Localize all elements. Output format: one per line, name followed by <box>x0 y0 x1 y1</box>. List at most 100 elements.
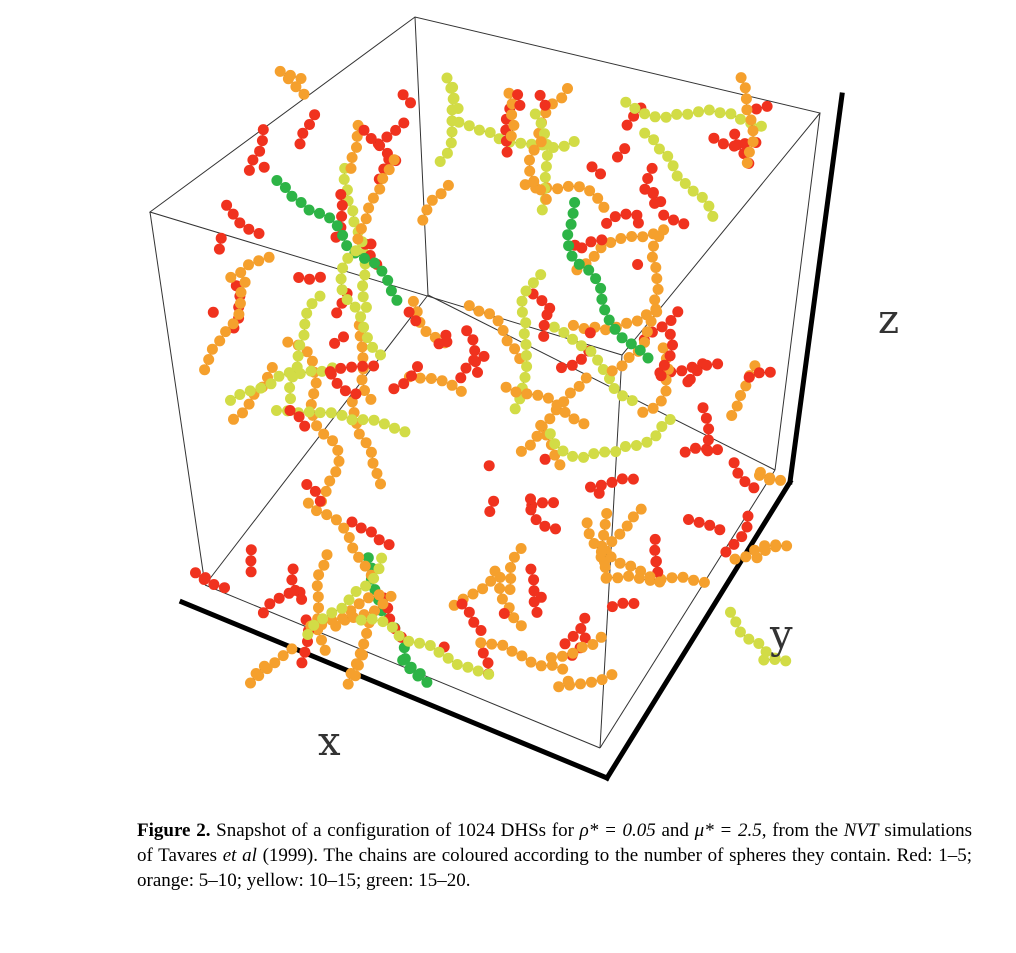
sphere-yellow <box>298 329 310 341</box>
sphere-orange <box>531 430 543 442</box>
sphere-orange <box>239 276 251 288</box>
sphere-yellow <box>558 140 570 152</box>
sphere-orange <box>225 271 237 283</box>
sphere-yellow <box>535 117 547 129</box>
sphere-orange <box>361 627 373 639</box>
sphere-yellow <box>424 640 436 651</box>
sphere-orange <box>320 485 332 497</box>
sphere-red <box>243 223 255 235</box>
sphere-yellow <box>656 421 668 432</box>
sphere-orange <box>623 352 635 363</box>
sphere-yellow <box>225 394 236 406</box>
sphere-yellow <box>308 619 320 631</box>
sphere-red <box>381 131 393 143</box>
caption-text-2: and <box>655 820 695 841</box>
sphere-red <box>397 89 409 101</box>
sphere-red <box>335 189 347 200</box>
sphere-orange <box>598 201 610 213</box>
sphere-green <box>314 207 325 219</box>
sphere-orange <box>407 295 419 307</box>
sphere-orange <box>735 72 747 84</box>
sphere-orange <box>357 352 369 364</box>
sphere-yellow <box>376 552 388 564</box>
sphere-orange <box>352 233 364 245</box>
sphere-orange <box>581 517 593 529</box>
sphere-orange <box>524 439 536 451</box>
sphere-yellow <box>441 72 453 84</box>
sphere-red <box>335 362 347 374</box>
sphere-orange <box>220 326 232 338</box>
sphere-yellow <box>292 350 304 362</box>
sphere-red <box>207 306 219 318</box>
sphere-red <box>441 336 453 348</box>
sphere-red <box>616 473 628 485</box>
sphere-orange <box>649 294 661 306</box>
sphere-orange <box>359 385 370 396</box>
sphere-orange <box>206 343 218 355</box>
sphere-red <box>467 334 479 346</box>
sphere-green <box>286 190 298 202</box>
sphere-yellow <box>357 280 369 292</box>
sphere-red <box>245 555 257 567</box>
sphere-red <box>294 138 306 150</box>
sphere-yellow <box>360 580 372 592</box>
sphere-yellow <box>521 361 533 372</box>
sphere-red <box>538 330 550 342</box>
sphere-yellow <box>568 136 580 147</box>
sphere-orange <box>567 647 579 659</box>
sphere-yellow <box>687 185 699 197</box>
sphere-yellow <box>325 407 337 419</box>
sphere-orange <box>524 154 535 166</box>
sphere-green <box>590 273 602 285</box>
sphere-red <box>656 321 668 333</box>
sphere-orange <box>237 407 248 419</box>
sphere-orange <box>497 325 509 336</box>
sphere-red <box>691 365 703 377</box>
sphere-orange <box>269 657 281 669</box>
caption-ensemble: NVT <box>843 820 879 841</box>
box-edge <box>774 112 821 471</box>
sphere-orange <box>508 612 520 624</box>
sphere-orange <box>308 388 320 400</box>
sphere-red <box>368 360 380 372</box>
sphere-orange <box>739 82 751 94</box>
sphere-red <box>683 514 694 525</box>
sphere-orange <box>319 644 331 656</box>
sphere-orange <box>650 262 662 273</box>
sphere-orange <box>542 392 554 404</box>
sphere-green <box>324 212 336 224</box>
sphere-orange <box>585 676 597 688</box>
sphere-yellow <box>707 210 719 222</box>
sphere-orange <box>596 674 608 686</box>
sphere-red <box>556 362 567 374</box>
sphere-red <box>525 563 537 575</box>
sphere-orange <box>535 419 547 431</box>
sphere-orange <box>587 639 599 650</box>
sphere-red <box>350 388 362 400</box>
sphere-red <box>390 124 402 136</box>
sphere-yellow <box>610 446 622 458</box>
sphere-red <box>461 325 473 337</box>
sphere-orange <box>353 551 365 563</box>
sphere-orange <box>343 532 355 543</box>
sphere-yellow <box>730 616 742 628</box>
sphere-yellow <box>434 156 446 167</box>
sphere-red <box>296 593 308 605</box>
sphere-orange <box>635 565 647 577</box>
sphere-yellow <box>575 340 587 352</box>
sphere-orange <box>528 144 540 156</box>
sphere-orange <box>657 342 669 354</box>
sphere-red <box>627 473 639 485</box>
sphere-orange <box>350 658 362 670</box>
sphere-orange <box>503 87 515 99</box>
sphere-orange <box>575 678 586 690</box>
sphere-red <box>650 555 662 567</box>
sphere-yellow <box>349 301 361 313</box>
sphere-red <box>256 135 268 147</box>
sphere-red <box>642 173 654 184</box>
sphere-orange <box>290 81 302 93</box>
sphere-orange <box>486 638 498 650</box>
sphere-orange <box>631 315 643 327</box>
sphere-yellow <box>567 450 579 462</box>
sphere-red <box>550 523 561 535</box>
